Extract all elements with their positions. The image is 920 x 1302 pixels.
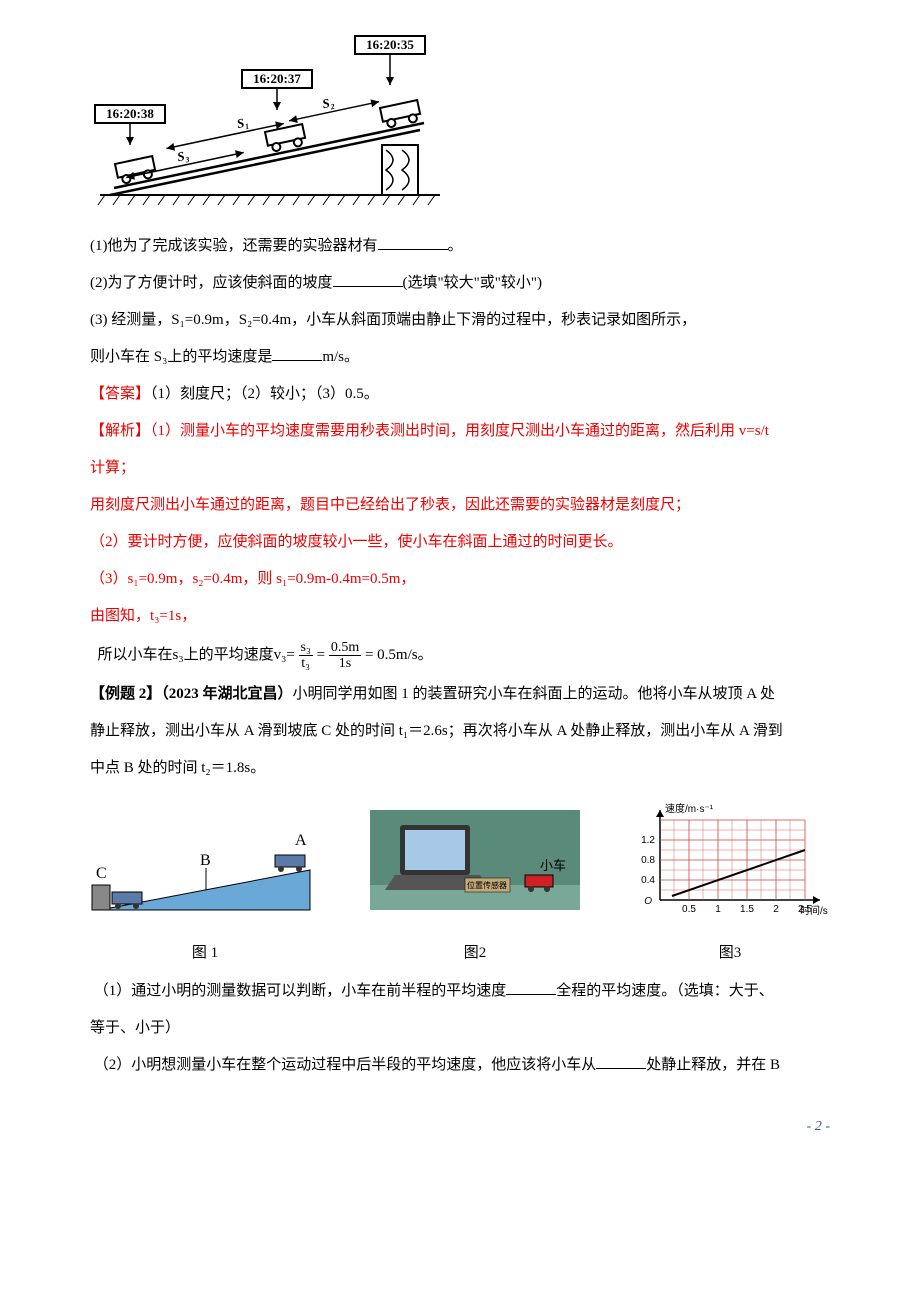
svg-text:1.5: 1.5 [740, 904, 754, 915]
svg-text:速度/m·s⁻¹: 速度/m·s⁻¹ [665, 802, 714, 815]
svg-text:1: 1 [715, 904, 721, 915]
analysis-line2: 用刻度尺测出小车通过的距离，题目中已经给出了秒表，因此还需要的实验器材是刻度尺； [90, 489, 830, 522]
svg-text:1.2: 1.2 [641, 835, 655, 846]
blank-q2 [333, 272, 403, 287]
figure-row: A B C 图 1 位置传感器 小车 图2 [90, 800, 830, 970]
svg-text:C: C [96, 865, 107, 882]
figure-2: 位置传感器 小车 图2 [370, 810, 580, 970]
svg-text:16:20:35: 16:20:35 [366, 37, 414, 52]
blank-ex2q1 [506, 980, 556, 995]
answer-line: 【答案】（1）刻度尺；（2）较小；（3）0.5。 [90, 378, 830, 411]
fig1-caption: 图 1 [90, 937, 320, 970]
svg-text:S₃: S₃ [176, 147, 191, 164]
svg-text:小车: 小车 [540, 858, 566, 873]
blank-ex2q2 [596, 1054, 646, 1069]
svg-text:O: O [644, 896, 652, 907]
analysis-line1: 【解析】（1）测量小车的平均速度需要用秒表测出时间，用刻度尺测出小车通过的距离，… [90, 415, 830, 448]
svg-text:2: 2 [773, 904, 779, 915]
ex2-question-2: （2）小明想测量小车在整个运动过程中后半段的平均速度，他应该将小车从处静止释放，… [90, 1049, 830, 1082]
blank-q3 [272, 346, 322, 361]
blank-q1 [378, 235, 448, 250]
analysis-line4: （3）s₁=0.9m，s₂=0.4m，则 s₁=0.9m-0.4m=0.5m， [90, 563, 830, 596]
svg-text:0.4: 0.4 [641, 875, 655, 886]
svg-text:位置传感器: 位置传感器 [467, 880, 507, 890]
example2-p1: 【例题 2】（2023 年湖北宜昌）小明同学用如图 1 的装置研究小车在斜面上的… [90, 678, 830, 711]
figure-1: A B C 图 1 [90, 810, 320, 970]
incline-diagram: S₂ S₁ S₃ 16:20:35 16:20:37 16:20:38 [90, 30, 440, 210]
svg-text:S₁: S₁ [235, 114, 250, 131]
svg-text:A: A [295, 832, 307, 849]
question-2: (2)为了方便计时，应该使斜面的坡度(选填"较大"或"较小") [90, 267, 830, 300]
formula-line: 所以小车在s₃上的平均速度v₃= s₃t₃ = 0.5m1s = 0.5m/s。 [90, 639, 830, 672]
analysis-line3: （2）要计时方便，应使斜面的坡度较小一些，使小车在斜面上通过的时间更长。 [90, 526, 830, 559]
experiment-figure-top: S₂ S₁ S₃ 16:20:35 16:20:37 16:20:38 [90, 30, 440, 210]
fig2-caption: 图2 [370, 937, 580, 970]
ex2-question-1b: 等于、小于） [90, 1012, 830, 1045]
page-number: - 2 - [90, 1112, 830, 1143]
svg-text:0.5: 0.5 [682, 904, 696, 915]
svg-text:0.8: 0.8 [641, 855, 655, 866]
question-3-line2: 则小车在 S₃上的平均速度是m/s。 [90, 341, 830, 374]
question-3-line1: (3) 经测量，S₁=0.9m，S₂=0.4m，小车从斜面顶端由静止下滑的过程中… [90, 304, 830, 337]
fig3-caption: 图3 [630, 937, 830, 970]
example2-p2: 静止释放，测出小车从 A 滑到坡底 C 处的时间 t₁＝2.6s；再次将小车从 … [90, 715, 830, 748]
svg-text:B: B [200, 852, 211, 869]
analysis-line5: 由图知，t₃=1s， [90, 600, 830, 633]
example2-p3: 中点 B 处的时间 t₂＝1.8s。 [90, 752, 830, 785]
svg-text:2.5: 2.5 [798, 904, 812, 915]
svg-text:16:20:37: 16:20:37 [253, 71, 301, 86]
question-1: (1)他为了完成该实验，还需要的实验器材有。 [90, 230, 830, 263]
ex2-question-1: （1）通过小明的测量数据可以判断，小车在前半程的平均速度全程的平均速度。（选填：… [90, 975, 830, 1008]
svg-text:16:20:38: 16:20:38 [106, 106, 154, 121]
analysis-line1b: 计算； [90, 452, 830, 485]
svg-text:S₂: S₂ [321, 94, 336, 111]
figure-3: 速度/m·s⁻¹ 时间/s O 0.4 0.8 1.2 0.5 1 1.5 2 … [630, 800, 830, 970]
